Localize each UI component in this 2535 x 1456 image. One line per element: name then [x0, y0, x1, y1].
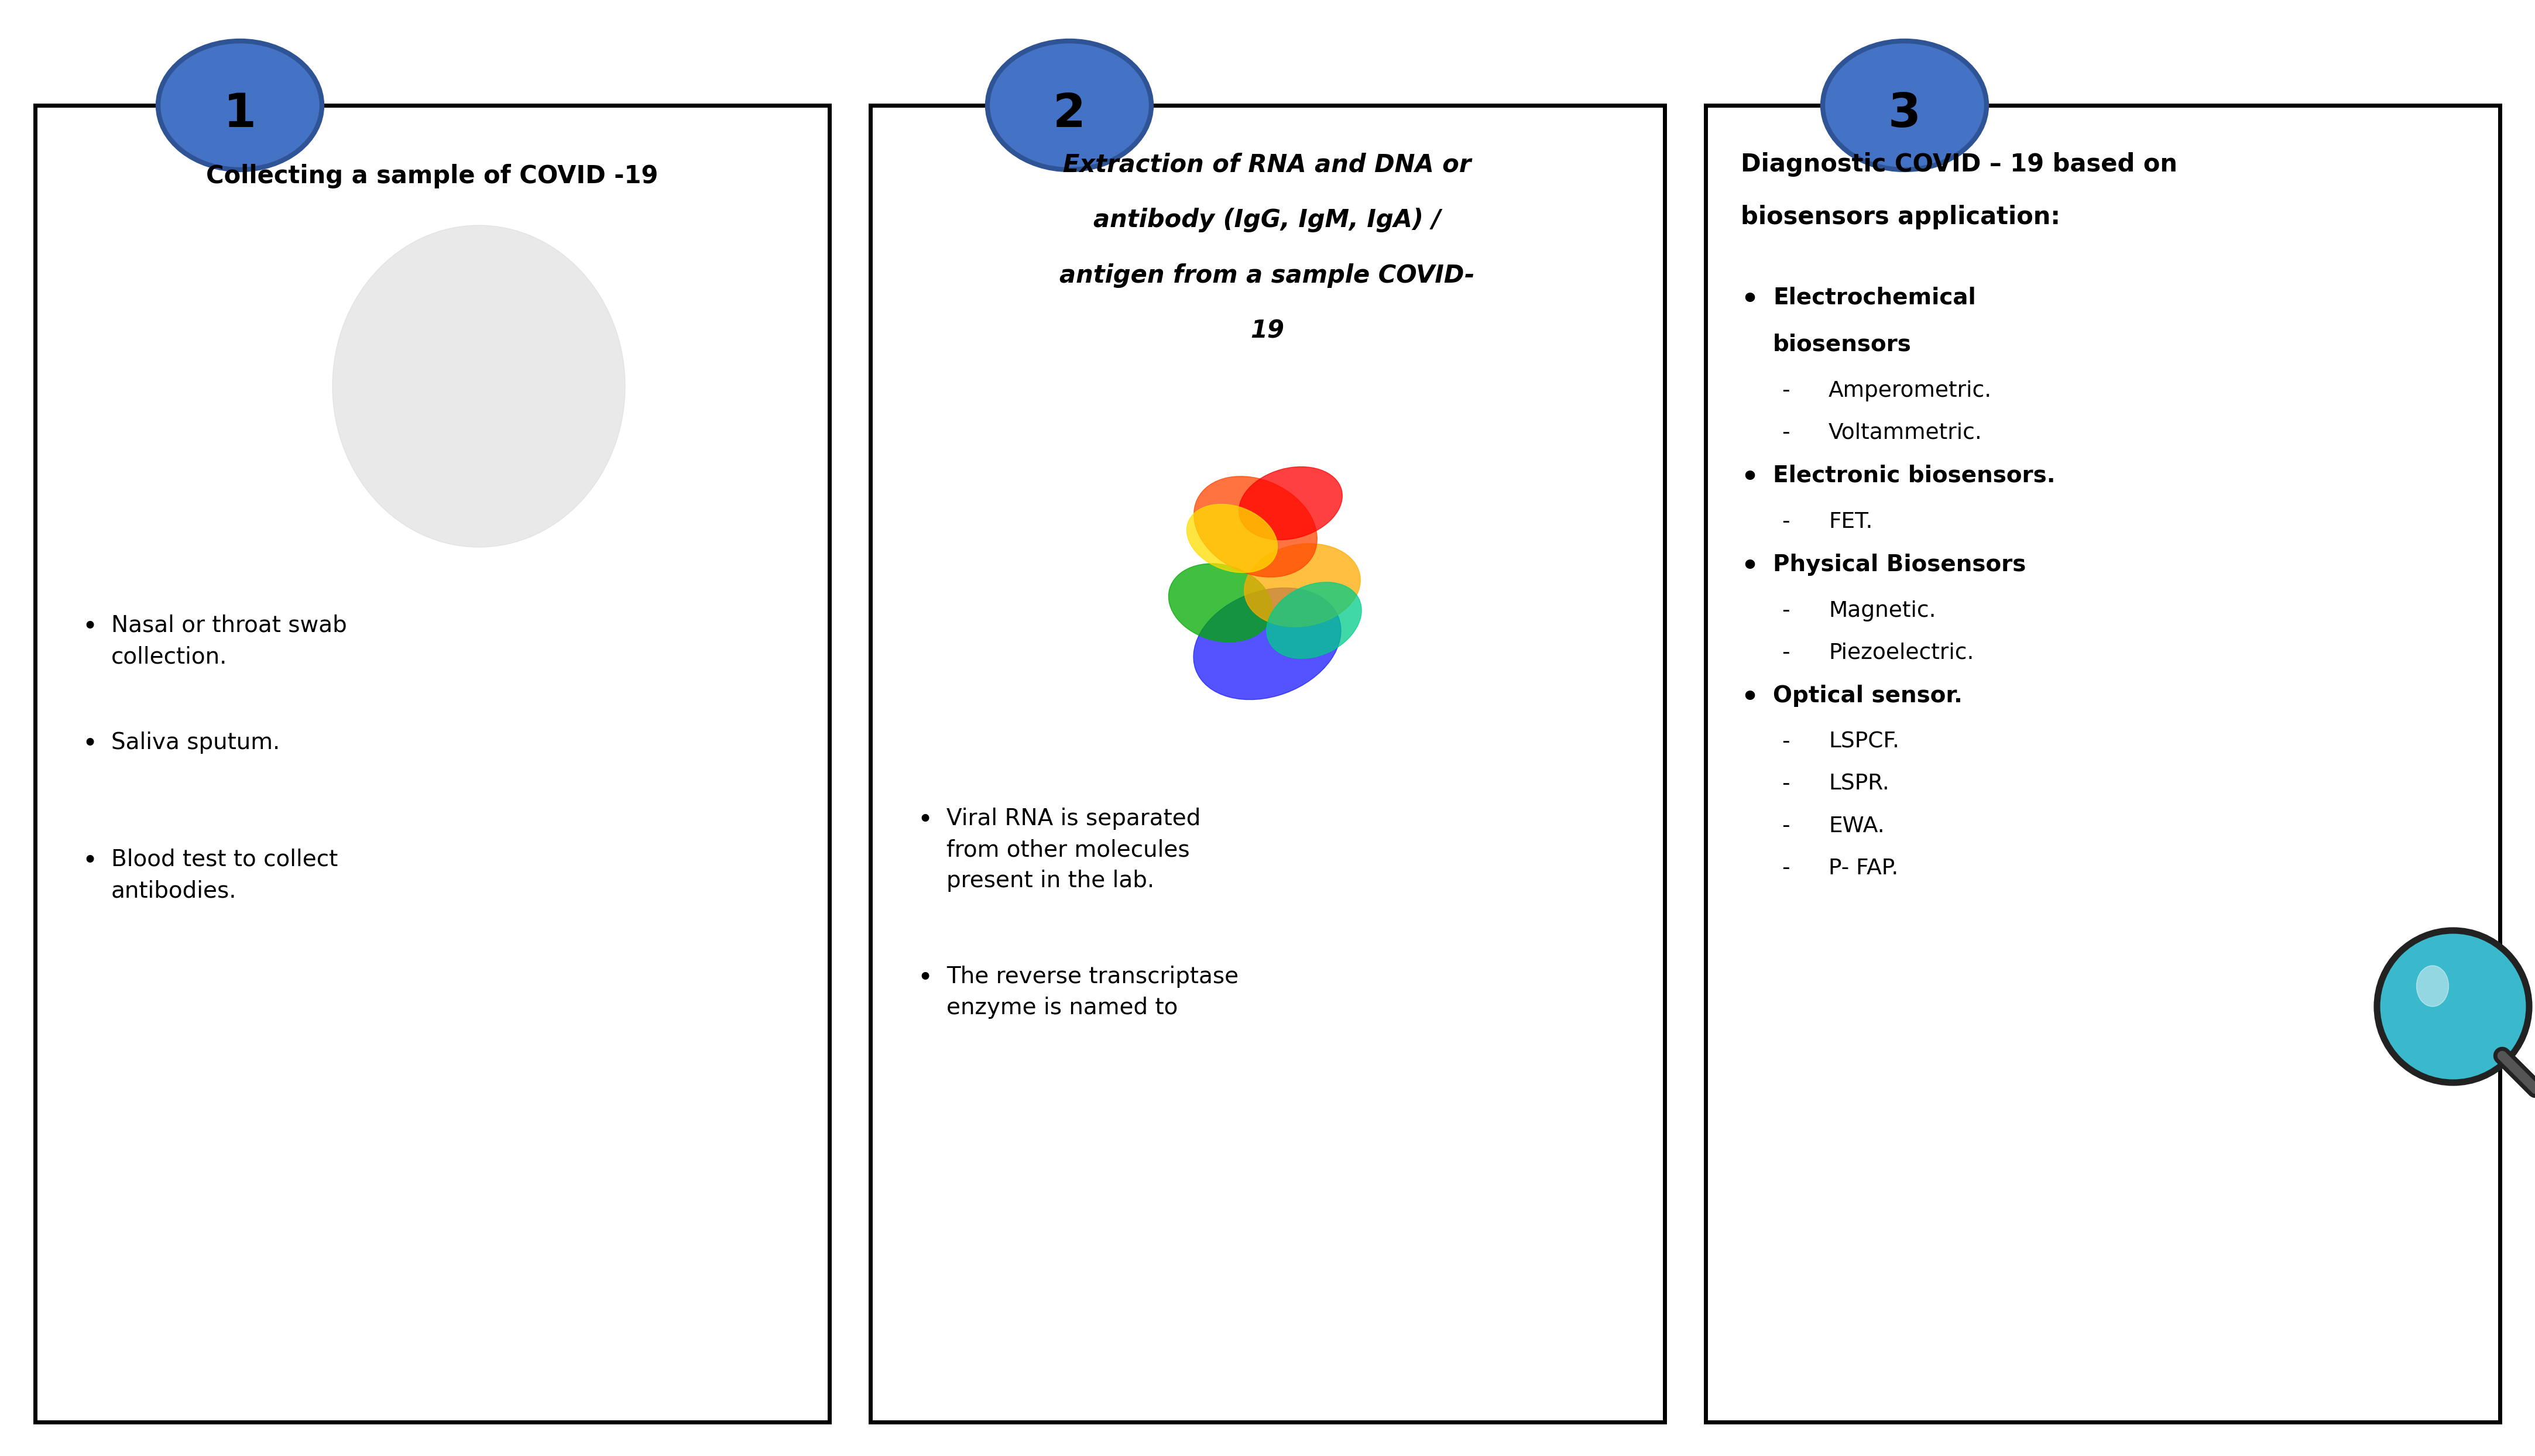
Bar: [1706, 105, 2500, 1423]
Text: P- FAP.: P- FAP.: [1828, 858, 1899, 879]
Ellipse shape: [1186, 504, 1278, 572]
Text: •: •: [918, 808, 933, 833]
Ellipse shape: [989, 41, 1151, 170]
Text: Extraction of RNA and DNA or: Extraction of RNA and DNA or: [1062, 153, 1470, 176]
Text: EWA.: EWA.: [1828, 815, 1884, 837]
Text: Amperometric.: Amperometric.: [1828, 380, 1993, 402]
Text: 3: 3: [1889, 92, 1922, 137]
Text: antigen from a sample COVID-: antigen from a sample COVID-: [1060, 264, 1475, 288]
Text: antibody (IgG, IgM, IgA) /: antibody (IgG, IgM, IgA) /: [1093, 208, 1440, 233]
Text: •: •: [81, 614, 96, 639]
Text: •: •: [1742, 553, 1759, 579]
Text: The reverse transcriptase
enzyme is named to: The reverse transcriptase enzyme is name…: [946, 965, 1240, 1019]
Ellipse shape: [157, 41, 322, 170]
Text: Voltammetric.: Voltammetric.: [1828, 422, 1982, 444]
Text: biosensors application:: biosensors application:: [1742, 205, 2061, 230]
Text: •: •: [81, 849, 96, 874]
Ellipse shape: [332, 226, 626, 547]
Text: •: •: [1742, 464, 1759, 491]
Text: •: •: [1742, 287, 1759, 313]
Text: Magnetic.: Magnetic.: [1828, 600, 1937, 622]
Text: 19: 19: [1250, 319, 1285, 344]
Text: •: •: [918, 965, 933, 990]
Ellipse shape: [1194, 476, 1318, 577]
Text: Piezoelectric.: Piezoelectric.: [1828, 642, 1975, 664]
Text: Viral RNA is separated
from other molecules
present in the lab.: Viral RNA is separated from other molecu…: [946, 808, 1202, 893]
Text: 2: 2: [1052, 92, 1085, 137]
Text: -: -: [1782, 773, 1790, 795]
Text: Nasal or throat swab
collection.: Nasal or throat swab collection.: [112, 614, 347, 668]
Text: Electrochemical: Electrochemical: [1772, 287, 1975, 309]
Ellipse shape: [1194, 588, 1341, 700]
Text: FET.: FET.: [1828, 511, 1873, 533]
Bar: [35, 105, 829, 1423]
Ellipse shape: [1245, 543, 1361, 628]
Text: -: -: [1782, 858, 1790, 879]
Text: -: -: [1782, 600, 1790, 622]
Text: 1: 1: [223, 92, 256, 137]
Text: Blood test to collect
antibodies.: Blood test to collect antibodies.: [112, 849, 337, 901]
Text: -: -: [1782, 422, 1790, 444]
Text: Collecting a sample of COVID -19: Collecting a sample of COVID -19: [205, 165, 659, 188]
Text: Saliva sputum.: Saliva sputum.: [112, 731, 279, 754]
Text: -: -: [1782, 511, 1790, 533]
Text: -: -: [1782, 731, 1790, 753]
Bar: [870, 105, 1665, 1423]
Ellipse shape: [1268, 582, 1361, 658]
Text: -: -: [1782, 642, 1790, 664]
Text: Diagnostic COVID – 19 based on: Diagnostic COVID – 19 based on: [1742, 153, 2178, 176]
Text: Electronic biosensors.: Electronic biosensors.: [1772, 464, 2056, 486]
Ellipse shape: [1169, 563, 1273, 642]
Text: •: •: [81, 731, 96, 757]
Text: -: -: [1782, 815, 1790, 837]
Text: -: -: [1782, 380, 1790, 402]
Text: LSPR.: LSPR.: [1828, 773, 1889, 795]
Ellipse shape: [2416, 965, 2449, 1006]
Ellipse shape: [2378, 930, 2530, 1083]
Ellipse shape: [1823, 41, 1987, 170]
Text: Physical Biosensors: Physical Biosensors: [1772, 553, 2025, 575]
Text: Optical sensor.: Optical sensor.: [1772, 684, 1962, 708]
Text: LSPCF.: LSPCF.: [1828, 731, 1899, 753]
Text: biosensors: biosensors: [1772, 333, 1911, 355]
Text: •: •: [1742, 684, 1759, 711]
Ellipse shape: [1240, 467, 1344, 540]
